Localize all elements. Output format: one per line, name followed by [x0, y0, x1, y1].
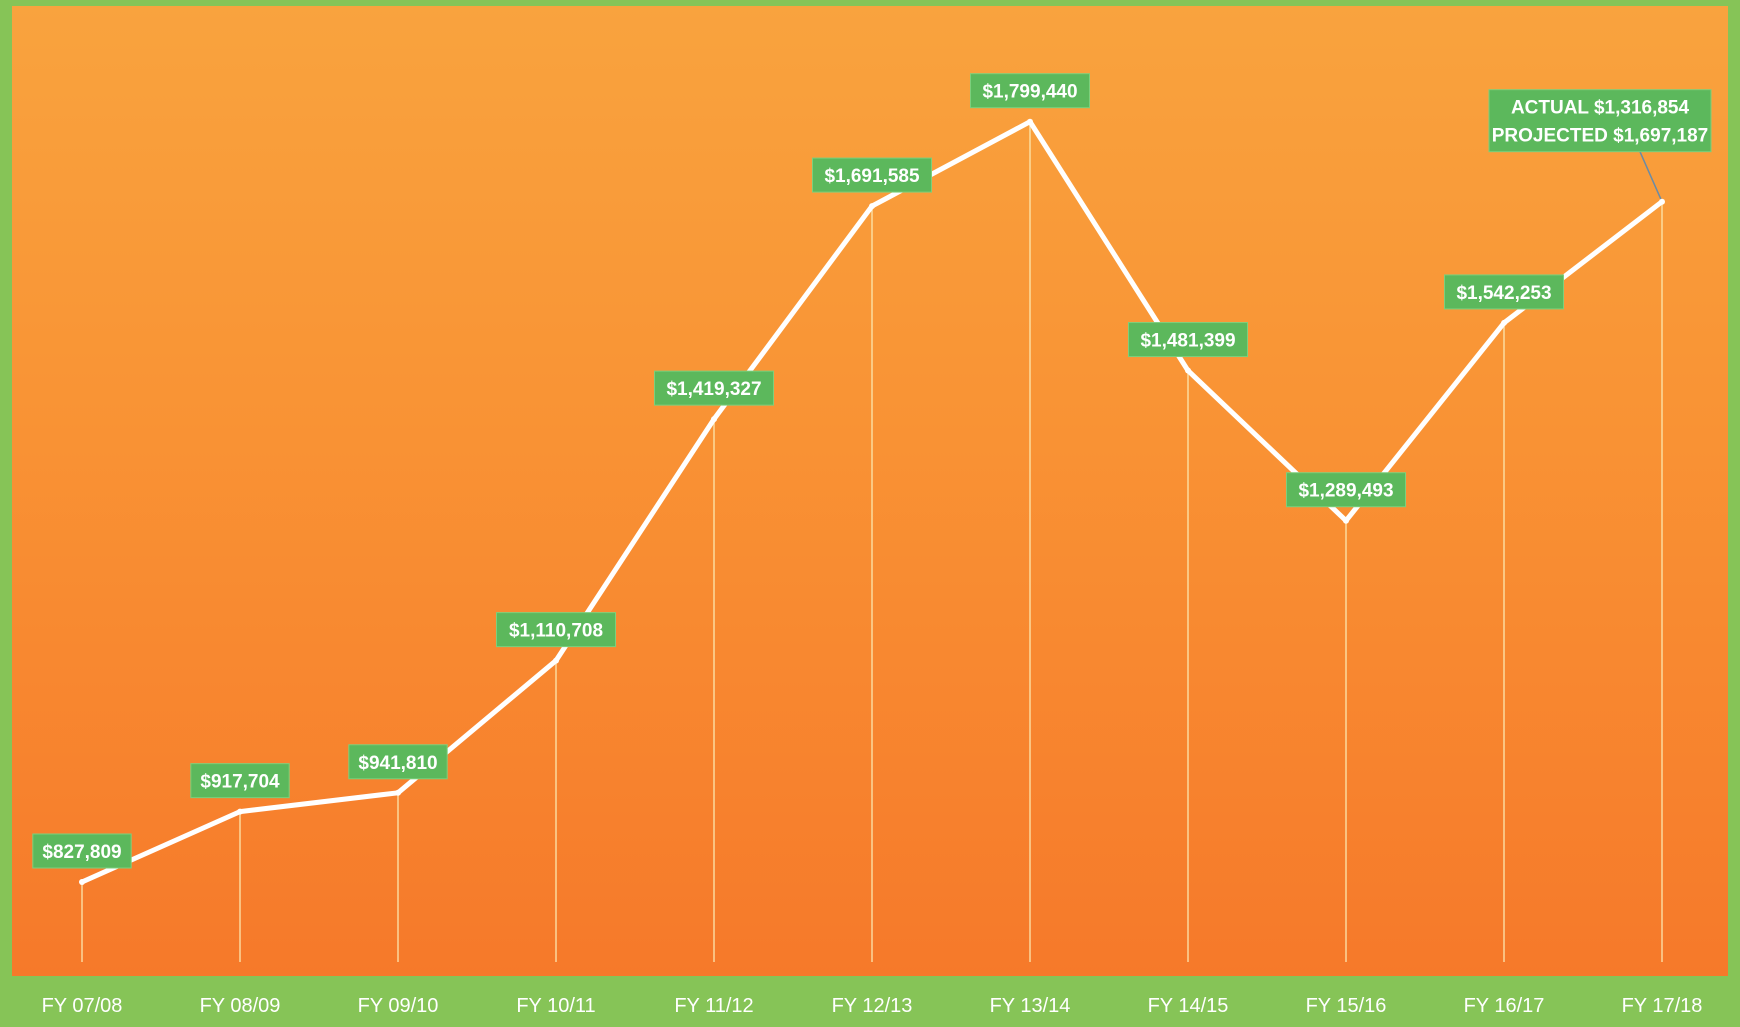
- x-tick-label: FY 09/10: [358, 995, 439, 1017]
- data-label-box: [654, 370, 774, 406]
- data-label: $941,810: [348, 744, 448, 780]
- data-label-box: [812, 157, 932, 193]
- leader-lines: [1639, 151, 1663, 203]
- data-label-box: [1444, 274, 1564, 310]
- data-point: [711, 416, 717, 423]
- data-point: [395, 789, 401, 796]
- data-label-box: [32, 833, 132, 869]
- data-label: $1,110,708: [496, 612, 616, 648]
- data-label-box: [1128, 322, 1248, 358]
- data-point: [1185, 367, 1191, 374]
- x-tick-label: FY 17/18: [1622, 995, 1703, 1017]
- x-tick-label: FY 11/12: [674, 995, 753, 1017]
- data-points: [79, 118, 1665, 885]
- data-label: $1,419,327: [654, 370, 774, 406]
- x-tick-label: FY 10/11: [516, 995, 595, 1017]
- data-label-text: $1,542,253: [1456, 283, 1551, 304]
- data-point: [79, 878, 85, 885]
- drop-lines: [81, 121, 1663, 962]
- data-point: [1501, 319, 1507, 326]
- data-label: ACTUAL $1,316,854 PROJECTED $1,697,187: [1488, 89, 1712, 153]
- x-tick-label: FY 12/13: [832, 995, 913, 1017]
- data-label: $917,704: [190, 763, 290, 799]
- data-point: [553, 657, 559, 664]
- data-label-text: $917,704: [200, 772, 280, 793]
- data-label-box: [348, 744, 448, 780]
- data-label-text: $1,419,327: [666, 379, 761, 400]
- data-label-text: $941,810: [358, 753, 437, 774]
- data-point: [237, 808, 243, 815]
- leader-line: [1639, 151, 1663, 203]
- data-label: $1,799,440: [970, 73, 1090, 109]
- x-tick-label: FY 14/15: [1148, 995, 1229, 1017]
- data-label: $1,542,253: [1444, 274, 1564, 310]
- data-point: [1659, 198, 1665, 205]
- x-tick-label: FY 13/14: [990, 995, 1071, 1017]
- data-point: [1343, 517, 1349, 524]
- data-label-text: $827,809: [42, 842, 121, 863]
- x-tick-label: FY 07/08: [42, 995, 123, 1017]
- data-label-text: $1,110,708: [509, 621, 603, 642]
- data-label-box: [190, 763, 290, 799]
- data-label: $827,809: [32, 833, 132, 869]
- data-label-box: [1286, 472, 1406, 508]
- data-point: [1027, 118, 1033, 125]
- data-label-text: PROJECTED $1,697,187: [1492, 126, 1709, 147]
- data-point: [869, 203, 875, 210]
- x-axis-ticks: FY 07/08 FY 08/09 FY 09/10 FY 10/11 FY 11/12…: [42, 995, 1703, 1017]
- data-label: $1,289,493: [1286, 472, 1406, 508]
- x-tick-label: FY 16/17: [1464, 995, 1545, 1017]
- data-label-box: [970, 73, 1090, 109]
- data-label-text: $1,481,399: [1140, 331, 1235, 352]
- x-tick-label: FY 15/16: [1306, 995, 1387, 1017]
- data-label: $1,481,399: [1128, 322, 1248, 358]
- data-label-text: $1,799,440: [982, 82, 1077, 103]
- data-label: $1,691,585: [812, 157, 932, 193]
- data-label-box: [1488, 89, 1712, 153]
- data-labels: $827,809 $917,704 $941,810 $1,110,708 $1,419…: [32, 73, 1712, 869]
- data-label-text: $1,691,585: [824, 166, 920, 187]
- data-label-box: [496, 612, 616, 648]
- data-label-text: $1,289,493: [1298, 481, 1393, 502]
- x-tick-label: FY 08/09: [200, 995, 281, 1017]
- data-label-text: ACTUAL $1,316,854: [1511, 98, 1690, 119]
